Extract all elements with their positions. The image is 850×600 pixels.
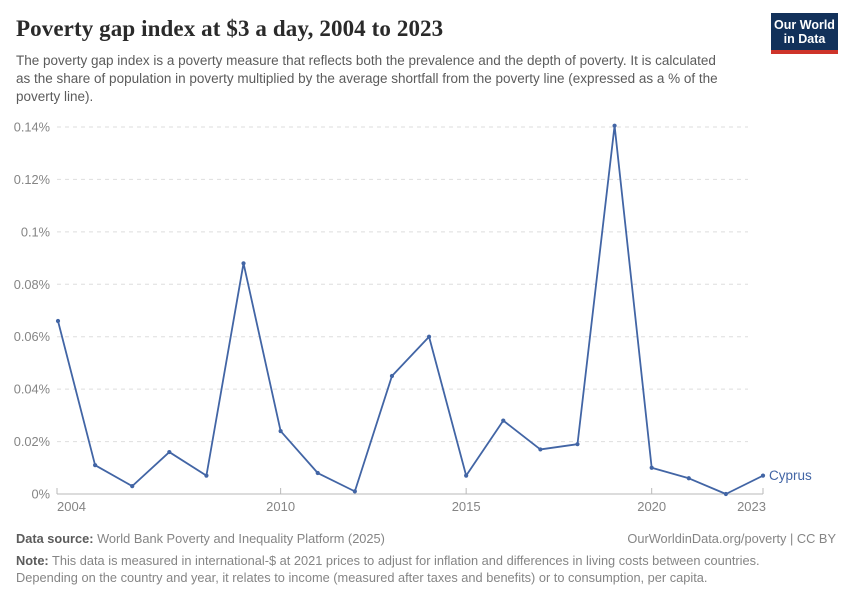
data-point-marker — [538, 447, 543, 452]
y-tick-label: 0.02% — [14, 434, 50, 449]
x-tick-label: 2015 — [452, 499, 481, 514]
owid-logo[interactable]: Our World in Data — [771, 13, 838, 54]
chart-subtitle: The poverty gap index is a poverty measu… — [16, 53, 718, 104]
data-source-label: Data source: — [16, 531, 94, 546]
owid-logo-line2: in Data — [783, 32, 826, 46]
data-point-marker — [686, 476, 691, 481]
data-point-marker — [352, 489, 357, 494]
data-point-marker — [426, 334, 432, 339]
series-end-label: Cyprus — [769, 468, 812, 483]
owid-logo-redbar — [771, 50, 838, 54]
data-point-marker — [315, 470, 320, 476]
y-tick-label: 0.08% — [14, 277, 50, 292]
note-label: Note: — [16, 552, 49, 568]
data-point-marker — [389, 373, 395, 379]
data-point-marker — [93, 463, 98, 468]
owid-logo-line1: Our World — [774, 18, 835, 32]
data-point-marker — [760, 473, 766, 478]
y-tick-label: 0.1% — [21, 224, 50, 239]
data-point-marker — [612, 123, 617, 128]
x-tick-label: 2010 — [266, 499, 295, 514]
data-point-marker — [575, 442, 580, 447]
y-tick-label: 0.06% — [14, 329, 50, 344]
page-title: Poverty gap index at $3 a day, 2004 to 2… — [16, 16, 444, 41]
x-tick-label: 2004 — [57, 499, 86, 514]
y-tick-label: 0.14% — [14, 120, 50, 135]
y-tick-label: 0% — [32, 487, 51, 502]
rights-link[interactable]: OurWorldinData.org/poverty | CC BY — [627, 531, 836, 546]
data-point-marker — [501, 418, 506, 423]
data-source-value: World Bank Poverty and Inequality Platfo… — [93, 531, 385, 546]
data-point-marker — [649, 465, 654, 470]
data-point-marker — [55, 318, 61, 324]
data-point-marker — [241, 261, 246, 266]
note-value: This data is measured in international-$… — [16, 552, 760, 586]
data-point-marker — [167, 449, 172, 455]
y-tick-label: 0.12% — [14, 172, 50, 187]
data-line — [57, 124, 764, 495]
x-tick-label: 2020 — [637, 499, 666, 514]
x-tick-label: 2023 — [737, 499, 766, 514]
data-source: Data source: World Bank Poverty and Ineq… — [16, 530, 385, 548]
data-point-marker — [278, 428, 283, 434]
data-point-marker — [130, 484, 135, 489]
data-point-marker — [204, 473, 209, 478]
y-tick-label: 0.04% — [14, 382, 50, 397]
data-point-marker — [723, 491, 728, 497]
data-point-marker — [464, 473, 469, 478]
chart-footer: Data source: World Bank Poverty and Ineq… — [16, 530, 836, 587]
chart-note: Note: This data is measured in internati… — [16, 552, 806, 587]
